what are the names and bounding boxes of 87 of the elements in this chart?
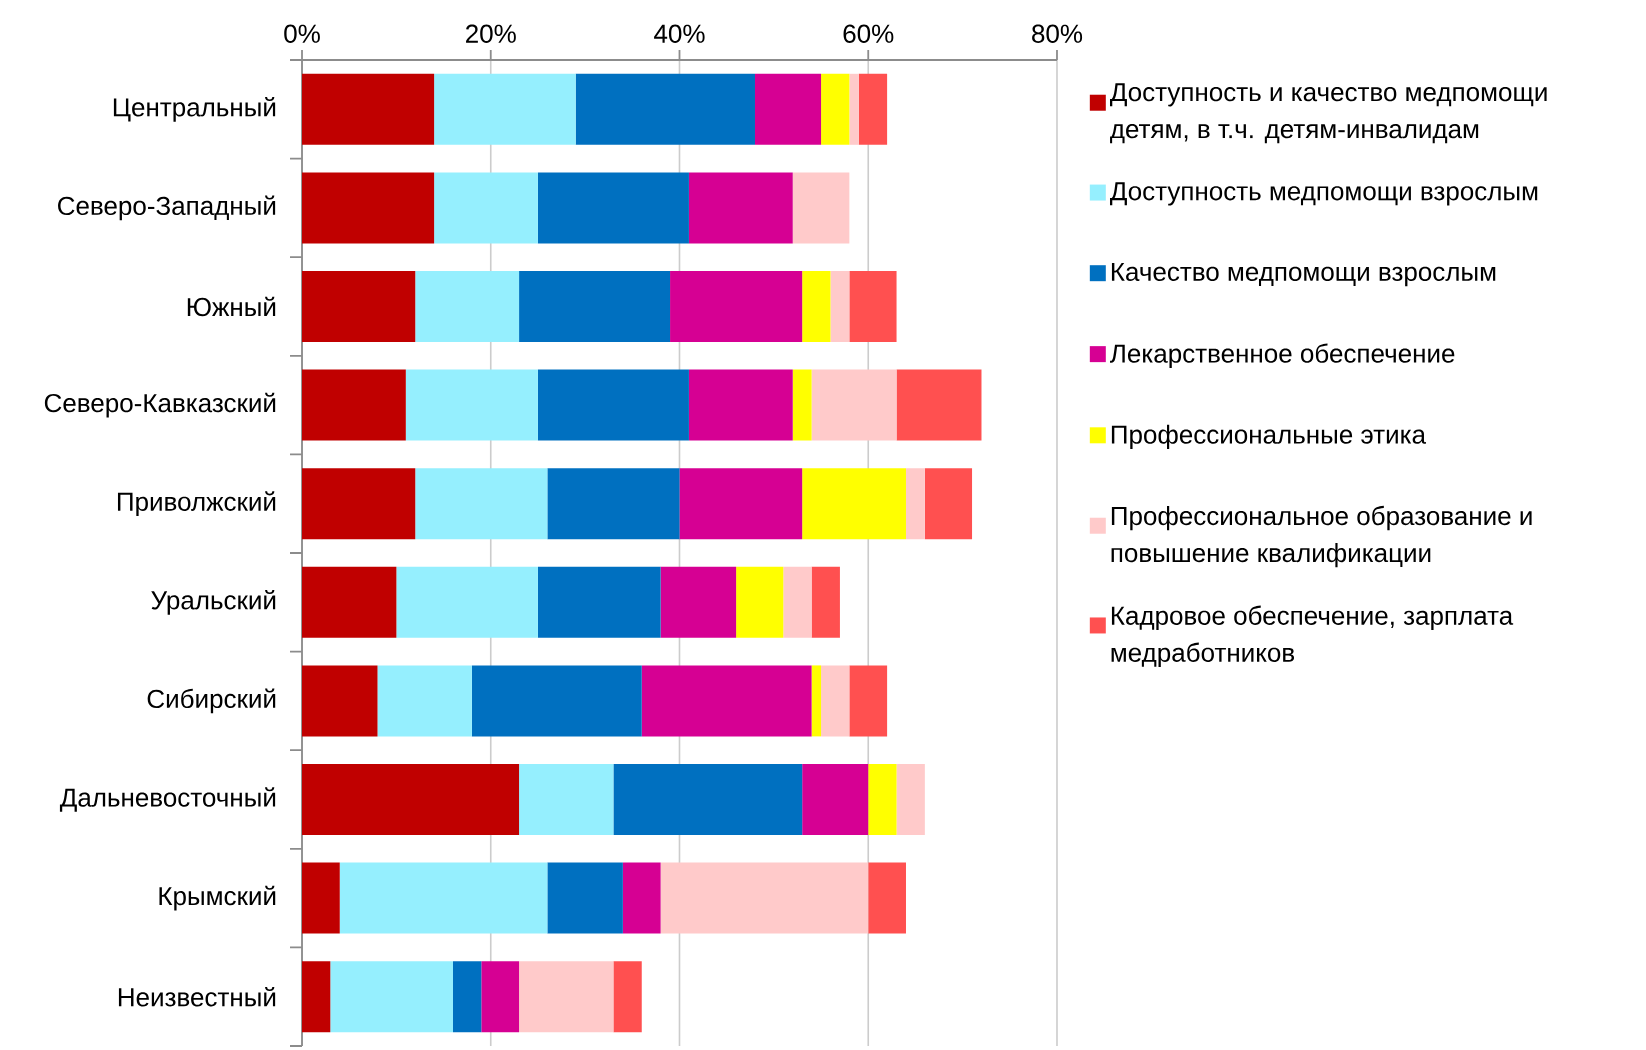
- legend-label: Профессиональное образование и повышение квалификации: [1111, 505, 1532, 568]
- bar: [783, 566, 812, 638]
- bar: [339, 862, 548, 934]
- bar: [811, 665, 822, 737]
- bar: [868, 862, 906, 934]
- x-tick-label: 0%: [284, 24, 320, 43]
- legend-label: Доступность и качество медпомощи детям, в т.ч. детям-инвалидам: [1110, 83, 1547, 144]
- bar: [302, 665, 378, 737]
- bar: [302, 468, 416, 540]
- bar: [481, 961, 520, 1033]
- bar: [868, 764, 897, 835]
- bar: [575, 73, 755, 145]
- y-tick-label: Дальневосточный: [59, 787, 276, 812]
- bar: [670, 271, 803, 342]
- x-tick-label: 20%: [466, 24, 516, 43]
- bar: [821, 665, 850, 737]
- bar: [849, 73, 859, 145]
- bar: [811, 369, 897, 441]
- bar: [537, 369, 689, 441]
- bar: [377, 665, 472, 737]
- bar: [821, 73, 850, 145]
- bar: [519, 271, 671, 342]
- x-tick-label: 40%: [654, 24, 705, 43]
- bar: [547, 862, 623, 934]
- bar: [405, 369, 538, 441]
- bar: [896, 764, 925, 835]
- bar: [434, 73, 576, 145]
- bar: [622, 862, 661, 934]
- bar: [858, 73, 888, 145]
- bar: [802, 764, 869, 835]
- bar: [302, 271, 416, 342]
- bar: [302, 862, 340, 934]
- bar: [849, 271, 897, 342]
- y-tick-label: Северо-Кавказский: [44, 392, 276, 418]
- bar: [679, 468, 803, 540]
- bar: [641, 665, 812, 737]
- bar: [519, 764, 614, 835]
- y-tick-label: Южный: [187, 296, 276, 317]
- bar: [519, 961, 614, 1033]
- bar: [396, 566, 538, 638]
- y-tick-label: Уральский: [151, 589, 276, 615]
- bar: [688, 369, 793, 441]
- legend-label: Качество медпомощи взрослым: [1111, 262, 1496, 287]
- bar: [830, 271, 850, 342]
- bar: [415, 468, 548, 540]
- bar: [849, 665, 888, 737]
- bar: [896, 369, 982, 441]
- bar: [302, 73, 435, 145]
- bar: [754, 73, 822, 145]
- bar: [811, 566, 840, 638]
- bar: [924, 468, 973, 540]
- bar: [613, 961, 642, 1033]
- y-tick-label: Приволжский: [117, 491, 276, 517]
- bar: [453, 961, 482, 1033]
- bar: [330, 961, 453, 1033]
- bar: [537, 172, 689, 244]
- y-tick-label: Северо-Западный: [58, 195, 276, 221]
- bar: [302, 172, 435, 244]
- bar: [802, 271, 831, 342]
- bar: [537, 566, 661, 638]
- legend-label: Лекарственное обеспечение: [1110, 343, 1455, 368]
- bar: [792, 369, 812, 441]
- bar: [688, 172, 793, 244]
- bar: [660, 566, 737, 638]
- x-tick-label: 80%: [1032, 24, 1083, 43]
- bar: [905, 468, 925, 540]
- bar: [660, 862, 869, 934]
- bar: [736, 566, 784, 638]
- bar: [302, 961, 331, 1033]
- bar: [302, 369, 406, 441]
- bar: [792, 172, 850, 244]
- legend-label: Доступность медпомощи взрослым: [1110, 182, 1538, 206]
- bar: [547, 468, 680, 540]
- bar: [415, 271, 520, 342]
- y-tick-label: Крымский: [159, 885, 276, 911]
- y-tick-label: Неизвестный: [118, 986, 276, 1007]
- y-tick-label: Сибирский: [147, 688, 276, 714]
- y-tick-label: Центральный: [113, 96, 276, 122]
- bar: [302, 764, 520, 835]
- legend-label: Кадровое обеспечение, зарплата медработников: [1111, 605, 1514, 668]
- bar: [802, 468, 906, 540]
- bar: [434, 172, 538, 244]
- bar: [471, 665, 642, 737]
- x-tick-label: 60%: [843, 24, 894, 43]
- legend-label: Профессиональные этика: [1111, 424, 1427, 449]
- bar: [613, 764, 803, 835]
- bar: [302, 566, 397, 638]
